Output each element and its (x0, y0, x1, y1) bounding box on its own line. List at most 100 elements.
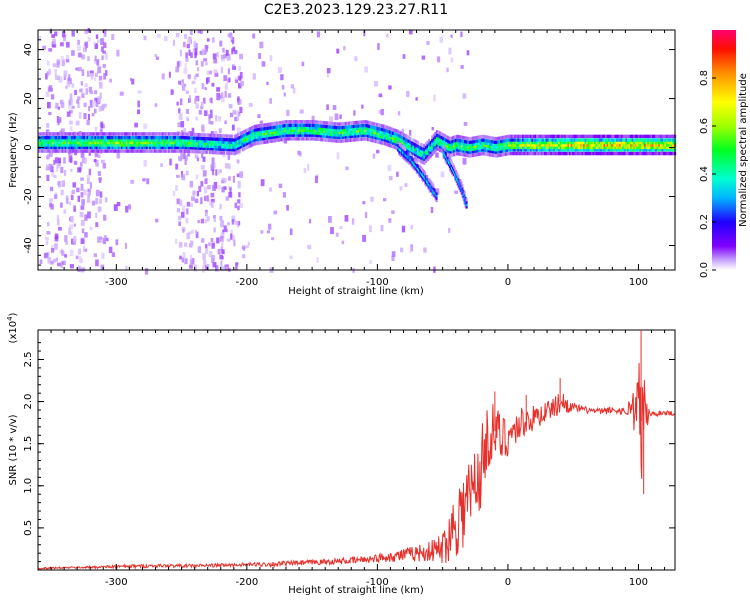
x-tick-label: 0 (505, 277, 511, 288)
noise-cell (201, 102, 204, 108)
spectrogram-cell (462, 142, 465, 146)
spectrogram-cell (594, 148, 597, 152)
spectrogram-cell (392, 141, 395, 145)
spectrogram-cell (487, 146, 490, 151)
spectrogram-cell (139, 138, 143, 142)
spectrogram-cell (445, 158, 448, 163)
spectrogram-cell (113, 138, 116, 142)
spectrogram-cell (232, 138, 235, 142)
spectrogram-cell (91, 149, 94, 153)
spectrogram-cell (606, 143, 609, 147)
noise-cell (196, 190, 199, 197)
spectrogram-cell (221, 137, 224, 142)
spectrogram-cell (265, 123, 268, 127)
spectrogram-cell (249, 140, 252, 144)
spectrogram-cell (197, 139, 200, 143)
spectrogram-cell (155, 140, 158, 145)
spectrogram-cell (601, 143, 605, 147)
spectrogram-cell (276, 121, 279, 125)
spectrogram-cell (504, 152, 507, 156)
spectrogram-cell (86, 132, 89, 136)
spectrogram-cell (290, 126, 293, 130)
spectrogram-cell (207, 137, 210, 141)
spectrogram-cell (221, 147, 224, 151)
spectrogram-cell (216, 142, 219, 146)
spectrogram-cell (532, 151, 536, 156)
spectrogram-cell (373, 130, 376, 135)
spectrogram-cell (667, 138, 670, 142)
noise-cell (179, 98, 183, 106)
noise-cell (88, 168, 92, 176)
y-tick-label: 2.0 (23, 394, 34, 410)
spectrogram-cell (416, 169, 419, 173)
spectrogram-cell (174, 138, 177, 142)
noise-cell (183, 128, 187, 134)
noise-cell (215, 265, 219, 271)
spectrogram-cell (648, 134, 652, 139)
spectrogram-cell (241, 130, 244, 135)
spectrogram-cell (39, 143, 42, 147)
spectrogram-cell (459, 186, 462, 190)
spectrogram-cell (390, 144, 393, 148)
noise-cell (179, 199, 183, 206)
spectrogram-cell (257, 124, 260, 128)
spectrogram-cell (251, 143, 254, 147)
spectrogram-cell (447, 160, 450, 164)
spectrogram-cell (443, 134, 446, 138)
spectrogram-cell (429, 184, 432, 188)
spectrogram-cell (615, 140, 619, 145)
spectrogram-cell (445, 148, 448, 152)
spectrogram-cell (514, 134, 517, 139)
spectrogram-cell (188, 149, 191, 154)
spectrogram-cell (188, 136, 191, 140)
noise-cell (401, 225, 406, 233)
spectrogram-cells (38, 120, 677, 209)
spectrogram-cell (53, 145, 56, 150)
spectrogram-cell (536, 134, 539, 139)
spectrogram-cell (171, 135, 174, 140)
spectrogram-cell (288, 133, 291, 137)
spectrogram-cell (457, 141, 460, 145)
noise-cell (89, 99, 93, 103)
spectrogram-cell (116, 132, 119, 136)
spectrogram-cell (459, 152, 462, 156)
noise-cell (131, 78, 135, 85)
noise-cell (214, 132, 219, 139)
spectrogram-cell (235, 140, 238, 144)
spectrogram-cell (476, 152, 479, 157)
noise-cell (77, 52, 82, 58)
spectrogram-cell (362, 131, 365, 135)
spectrogram-cell (381, 137, 384, 142)
spectrogram-cell (94, 140, 97, 145)
spectrogram-cell (440, 140, 443, 145)
spectrogram-cell (433, 193, 436, 197)
spectrogram-cell (583, 145, 586, 150)
noise-cell (391, 255, 395, 261)
spectrogram-cell (102, 149, 105, 153)
spectrogram-cell (501, 139, 504, 143)
spectrogram-cell (89, 143, 92, 147)
spectrogram-cell (67, 135, 70, 140)
spectrogram-cell (554, 134, 558, 139)
noise-cell (344, 215, 349, 222)
spectrogram-cell (45, 145, 49, 150)
spectrogram-cell (393, 134, 396, 139)
spectrogram-cell (620, 151, 623, 156)
spectrogram-cell (636, 145, 639, 150)
spectrogram-cell (565, 151, 569, 156)
spectrogram-cell (119, 140, 122, 145)
spectrogram-cell (534, 151, 537, 156)
spectrogram-cell (576, 138, 580, 142)
spectrogram-cell (282, 137, 285, 142)
spectrogram-cell (426, 149, 429, 153)
spectrogram-cell (219, 145, 222, 149)
noise-cell (217, 97, 221, 101)
spectrogram-cell (67, 149, 70, 153)
noise-cell (292, 87, 296, 94)
spectrogram-cell (487, 139, 490, 143)
spectrogram-cell (332, 130, 335, 134)
spectrogram-cell (462, 153, 465, 157)
noise-cell (240, 80, 244, 87)
spectrogram-cell (543, 143, 547, 147)
noise-cell (116, 152, 121, 159)
